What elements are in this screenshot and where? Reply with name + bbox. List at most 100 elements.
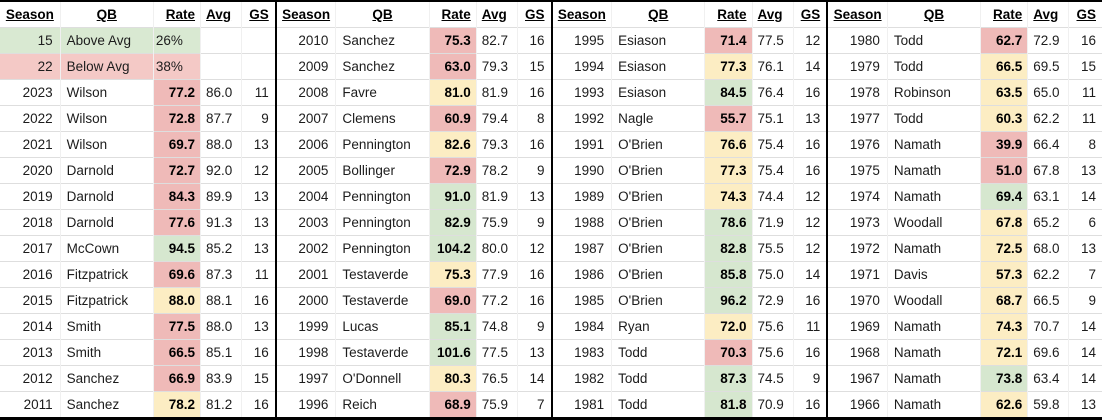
- avg-cell: 71.9: [751, 209, 794, 236]
- panel-2: Season QB Rate Avg GS 2010 Sanchez 75.3 82.…: [274, 2, 551, 417]
- gs-cell: 13: [1068, 391, 1102, 417]
- gs-cell: 16: [516, 79, 551, 106]
- column-header-avg[interactable]: Avg: [751, 2, 794, 28]
- season-cell: 2019: [0, 183, 61, 210]
- column-header-season[interactable]: Season: [5, 7, 54, 22]
- qb-cell: Namath: [886, 313, 981, 340]
- avg-cell: 76.4: [751, 79, 794, 106]
- avg-cell: 77.5: [751, 27, 794, 54]
- avg-cell: 67.8: [1027, 157, 1069, 184]
- table-row: 2018 Darnold 77.6 91.3 13: [0, 209, 275, 236]
- gs-cell: 16: [241, 287, 275, 314]
- season-cell: 2015: [0, 287, 61, 314]
- gs-cell: 16: [792, 287, 827, 314]
- season-cell: 1995: [551, 27, 612, 54]
- table-row: 2009 Sanchez 63.0 79.3 15: [275, 53, 551, 80]
- column-header-gs[interactable]: GS: [241, 2, 275, 28]
- column-header-gs[interactable]: GS: [1068, 2, 1102, 28]
- column-header-qb[interactable]: QB: [335, 2, 430, 28]
- column-header-season[interactable]: Season: [557, 7, 606, 22]
- gs-cell: 11: [241, 79, 275, 106]
- avg-cell: 81.9: [475, 183, 518, 210]
- rate-cell: 67.8: [980, 209, 1028, 236]
- qb-cell: Wilson: [59, 105, 154, 132]
- qb-cell: O'Brien: [611, 183, 705, 210]
- table-row: 2003 Pennington 82.9 75.9 9: [275, 209, 551, 236]
- table-row: 1974 Namath 69.4 63.1 14: [827, 183, 1102, 210]
- qb-cell: Pennington: [335, 235, 430, 262]
- column-header-avg[interactable]: Avg: [475, 2, 518, 28]
- qb-cell: Namath: [886, 157, 981, 184]
- table-row: 1993 Esiason 84.5 76.4 16: [551, 79, 827, 106]
- avg-cell: 82.7: [475, 27, 518, 54]
- rate-cell: 91.0: [428, 183, 477, 210]
- column-header-gs[interactable]: GS: [516, 2, 551, 28]
- header-row: Season QB Rate Avg GS: [0, 2, 275, 28]
- gs-cell: 13: [241, 131, 275, 158]
- gs-cell: 15: [241, 365, 275, 392]
- rate-cell: 72.9: [428, 157, 477, 184]
- season-cell: 2014: [0, 313, 61, 340]
- column-header-rate[interactable]: Rate: [428, 2, 477, 28]
- avg-cell: 75.9: [475, 209, 518, 236]
- column-header-season[interactable]: Season: [833, 7, 882, 22]
- column-header-rate[interactable]: Rate: [152, 2, 201, 28]
- gs-cell: 16: [241, 339, 275, 366]
- season-cell: 2022: [0, 105, 61, 132]
- season-cell: 1973: [827, 209, 888, 236]
- qb-cell: Smith: [59, 339, 154, 366]
- season-cell: 2007: [275, 105, 336, 132]
- avg-cell: 75.6: [751, 313, 794, 340]
- gs-cell: 12: [241, 157, 275, 184]
- column-header-qb[interactable]: QB: [59, 2, 154, 28]
- column-header-rate[interactable]: Rate: [704, 2, 753, 28]
- season-cell: 1996: [275, 391, 336, 417]
- column-header-avg[interactable]: Avg: [200, 2, 242, 28]
- season-cell: 1998: [275, 339, 336, 366]
- rate-cell: 62.7: [980, 27, 1028, 54]
- column-header-qb[interactable]: QB: [886, 2, 981, 28]
- avg-cell: 88.1: [200, 287, 242, 314]
- rate-cell: 72.5: [980, 235, 1028, 262]
- qb-cell: Todd: [611, 339, 705, 366]
- table-row: 2020 Darnold 72.7 92.0 12: [0, 157, 275, 184]
- qb-cell: Wilson: [59, 131, 154, 158]
- column-header-gs[interactable]: GS: [792, 2, 827, 28]
- avg-cell: 72.9: [1027, 27, 1069, 54]
- avg-cell: 69.6: [1027, 339, 1069, 366]
- table-row: 1985 O'Brien 96.2 72.9 16: [551, 287, 827, 314]
- gs-cell: 16: [516, 27, 551, 54]
- gs-cell: 9: [792, 365, 827, 392]
- season-cell: 1990: [551, 157, 612, 184]
- qb-cell: Todd: [886, 105, 981, 132]
- gs-cell: 13: [1068, 157, 1102, 184]
- qb-cell: Bollinger: [335, 157, 430, 184]
- qb-cell: O'Brien: [611, 287, 705, 314]
- season-cell: 1966: [827, 391, 888, 417]
- column-header-qb[interactable]: QB: [611, 2, 705, 28]
- table-row: 2001 Testaverde 75.3 77.9 16: [275, 261, 551, 288]
- table-row: 1967 Namath 73.8 63.4 14: [827, 365, 1102, 392]
- table-row: 1972 Namath 72.5 68.0 13: [827, 235, 1102, 262]
- column-header-avg[interactable]: Avg: [1027, 2, 1069, 28]
- qb-cell: Namath: [886, 391, 981, 417]
- avg-cell: 87.3: [200, 261, 242, 288]
- gs-cell: 13: [241, 183, 275, 210]
- gs-cell: 14: [516, 365, 551, 392]
- table-row: 1976 Namath 39.9 66.4 8: [827, 131, 1102, 158]
- rate-cell: 55.7: [704, 105, 753, 132]
- column-header-season[interactable]: Season: [282, 7, 331, 22]
- rate-cell: 77.5: [152, 313, 201, 340]
- column-header-rate[interactable]: Rate: [980, 2, 1028, 28]
- avg-cell: 59.8: [1027, 391, 1069, 417]
- rate-cell: 39.9: [980, 131, 1028, 158]
- qb-cell: Darnold: [59, 209, 154, 236]
- gs-cell: 11: [792, 313, 827, 340]
- gs-cell: 12: [792, 27, 827, 54]
- season-cell: 1999: [275, 313, 336, 340]
- rate-cell: 26%: [152, 27, 201, 54]
- table-row: 1979 Todd 66.5 69.5 15: [827, 53, 1102, 80]
- season-cell: 1994: [551, 53, 612, 80]
- qb-cell: Woodall: [886, 209, 981, 236]
- gs-cell: 13: [516, 339, 551, 366]
